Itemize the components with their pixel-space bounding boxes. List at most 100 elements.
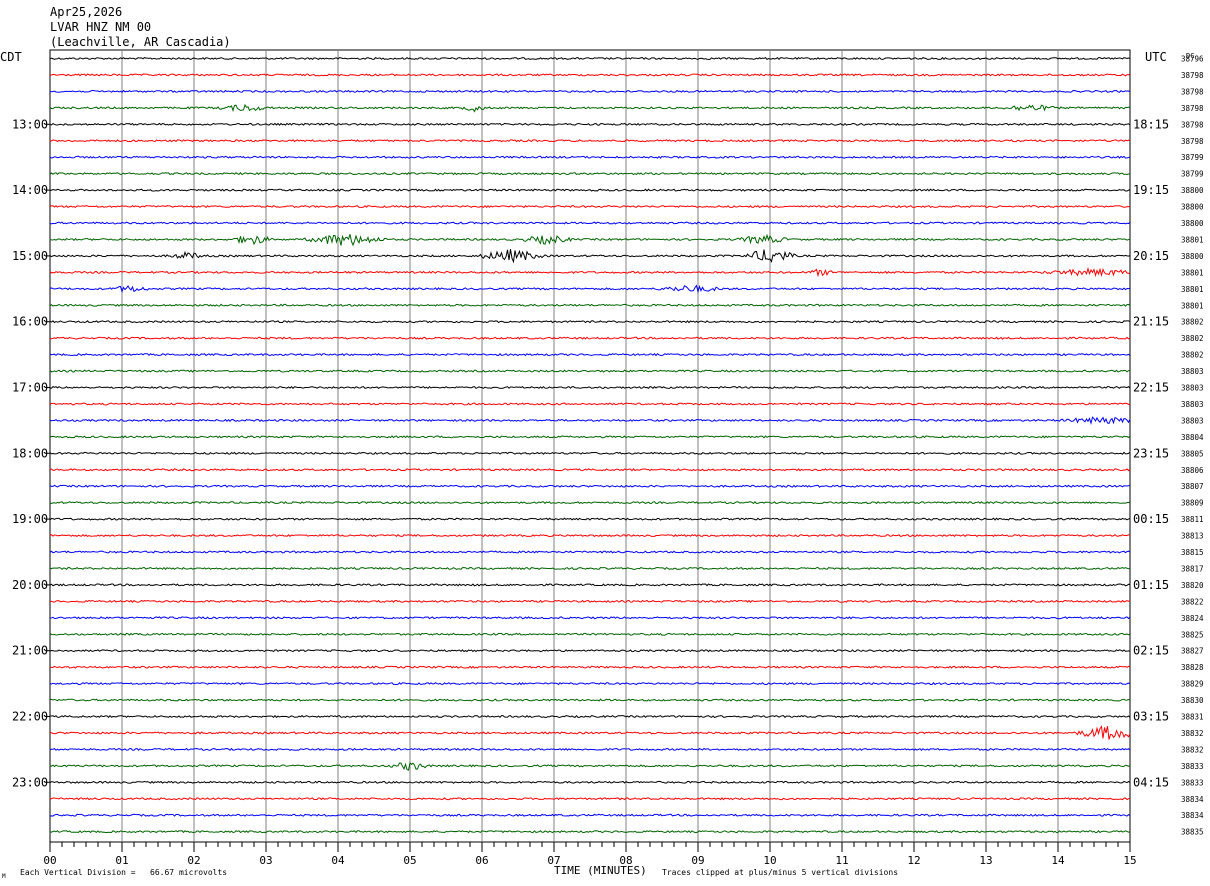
trace-44 xyxy=(49,780,1131,784)
trace-17 xyxy=(49,336,1131,340)
x-tick-label: 07 xyxy=(547,854,560,867)
trace-46 xyxy=(49,813,1131,817)
x-axis: 00 01 02 03 04 05 06 07 08 09 10 11 12 13 14 15 xyxy=(43,842,1137,867)
x-tick-label: 15 xyxy=(1123,854,1136,867)
trace-30 xyxy=(49,550,1131,554)
cdt-hour-label: 23:00 xyxy=(12,775,48,789)
trace-20 xyxy=(49,385,1131,390)
dc-offset-label: 38798 xyxy=(1181,120,1204,129)
dc-offset-label: 38809 xyxy=(1181,499,1204,508)
trace-11 xyxy=(49,233,1131,247)
utc-hour-label: 21:15 xyxy=(1133,315,1169,329)
dc-offset-label: 38798 xyxy=(1181,137,1204,146)
x-tick-label: 06 xyxy=(475,854,488,867)
vertical-division-note: Each Vertical Division = 66.67 microvolt… xyxy=(20,868,227,877)
trace-37 xyxy=(49,665,1131,669)
cdt-hour-label: 20:00 xyxy=(12,578,48,592)
trace-42 xyxy=(49,747,1131,752)
corner-mark: M xyxy=(2,873,6,880)
dc-offset-label: 38798 xyxy=(1181,87,1204,96)
trace-25 xyxy=(49,468,1131,472)
x-tick-label: 09 xyxy=(691,854,704,867)
trace-21 xyxy=(49,402,1131,406)
cdt-hour-label: 14:00 xyxy=(12,183,48,197)
dc-offset-label: 38829 xyxy=(1181,680,1204,689)
clip-note: Traces clipped at plus/minus 5 vertical … xyxy=(662,868,898,877)
utc-hour-label: 20:15 xyxy=(1133,249,1169,263)
seismic-traces xyxy=(49,56,1131,834)
dc-offset-label: 38833 xyxy=(1181,762,1204,771)
dc-offset-label: 38800 xyxy=(1181,203,1204,212)
trace-4 xyxy=(49,122,1131,126)
minute-gridlines xyxy=(121,50,1059,842)
utc-hour-label: 00:15 xyxy=(1133,512,1169,526)
trace-0 xyxy=(49,56,1131,61)
trace-15 xyxy=(49,303,1131,307)
trace-41 xyxy=(49,725,1131,740)
dc-offset-label: 38806 xyxy=(1181,466,1204,475)
cdt-hour-labels: 13:00 14:00 15:00 16:00 17:00 18:00 19:00 20:00… xyxy=(12,117,50,789)
trace-23 xyxy=(49,435,1131,439)
trace-24 xyxy=(49,451,1131,455)
dc-offset-label: 38802 xyxy=(1181,351,1204,360)
dc-offset-label: 38805 xyxy=(1181,449,1204,458)
x-tick-label: 14 xyxy=(1051,854,1065,867)
dc-offset-label: 38825 xyxy=(1181,630,1204,639)
dc-offset-label: 38799 xyxy=(1181,170,1204,179)
header-station: LVAR HNZ NM 00 xyxy=(50,20,151,34)
dc-offset-label: 38801 xyxy=(1181,268,1204,277)
utc-hour-label: 02:15 xyxy=(1133,644,1169,658)
trace-19 xyxy=(49,369,1131,373)
cdt-hour-label: 16:00 xyxy=(12,315,48,329)
trace-22 xyxy=(49,416,1131,426)
dc-offset-label: 38803 xyxy=(1181,367,1204,376)
x-tick-label: 00 xyxy=(43,854,56,867)
trace-9 xyxy=(49,204,1131,209)
trace-2 xyxy=(49,89,1131,93)
dc-offset-label: 38832 xyxy=(1181,729,1204,738)
dc-offset-label: 38828 xyxy=(1181,663,1204,672)
trace-7 xyxy=(49,172,1131,176)
dc-offset-label: 38801 xyxy=(1181,285,1204,294)
dc-offset-label: 38802 xyxy=(1181,334,1204,343)
dc-label: DC xyxy=(1186,52,1194,60)
trace-16 xyxy=(49,320,1131,324)
trace-13 xyxy=(49,267,1131,278)
trace-40 xyxy=(49,714,1131,719)
dc-offset-label: 38800 xyxy=(1181,186,1204,195)
dc-offset-label: 38834 xyxy=(1181,811,1204,820)
cdt-hour-label: 17:00 xyxy=(12,381,48,395)
trace-28 xyxy=(49,517,1131,521)
dc-offset-label: 38835 xyxy=(1181,828,1204,837)
trace-3 xyxy=(49,103,1131,113)
dc-offset-label: 38827 xyxy=(1181,647,1204,656)
trace-8 xyxy=(49,188,1131,192)
dc-offset-label: 38832 xyxy=(1181,745,1204,754)
dc-offset-label: 38798 xyxy=(1181,71,1204,80)
header-date: Apr25,2026 xyxy=(50,5,122,19)
trace-33 xyxy=(49,599,1131,604)
trace-35 xyxy=(49,632,1131,636)
x-tick-label: 01 xyxy=(115,854,128,867)
header-location: (Leachville, AR Cascadia) xyxy=(50,35,231,49)
dc-offset-label: 38830 xyxy=(1181,696,1204,705)
x-tick-label: 02 xyxy=(187,854,200,867)
x-tick-label: 04 xyxy=(331,854,345,867)
dc-offset-label: 38798 xyxy=(1181,104,1204,113)
dc-offset-label: 38817 xyxy=(1181,564,1204,573)
dc-offset-label: 38803 xyxy=(1181,400,1204,409)
utc-hour-label: 18:15 xyxy=(1133,117,1169,131)
dc-offset-label: 38803 xyxy=(1181,416,1204,425)
x-tick-label: 08 xyxy=(619,854,632,867)
cdt-hour-label: 15:00 xyxy=(12,249,48,263)
trace-1 xyxy=(49,73,1131,77)
dc-offset-label: 38834 xyxy=(1181,795,1204,804)
utc-hour-label: 19:15 xyxy=(1133,183,1169,197)
dc-offset-labels: 38796 38798 38798 38798 38798 38798 38799 38799… xyxy=(1181,55,1204,837)
dc-offset-label: 38803 xyxy=(1181,384,1204,393)
trace-10 xyxy=(49,221,1131,225)
trace-32 xyxy=(49,583,1131,587)
trace-31 xyxy=(49,566,1131,571)
trace-39 xyxy=(49,698,1131,702)
